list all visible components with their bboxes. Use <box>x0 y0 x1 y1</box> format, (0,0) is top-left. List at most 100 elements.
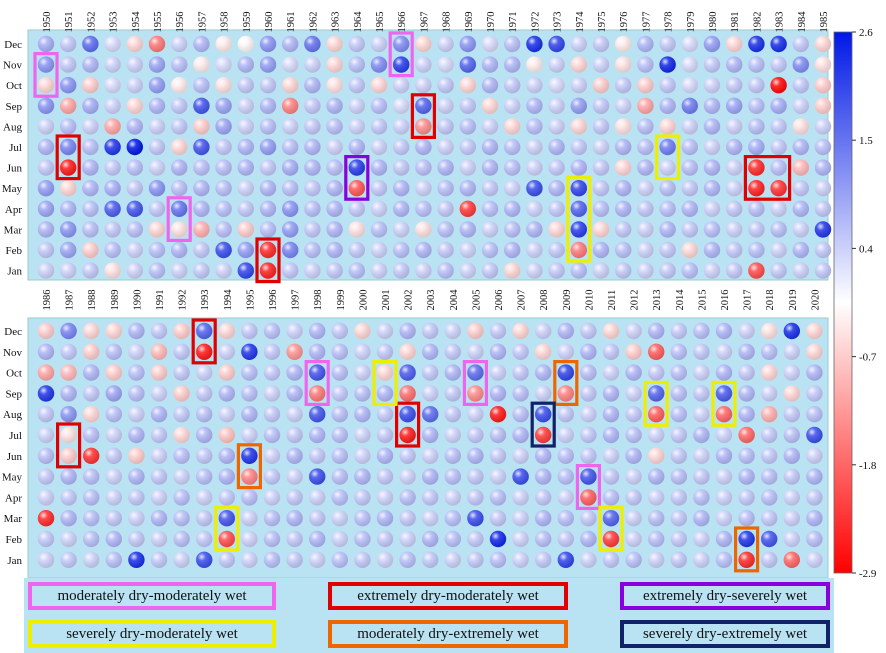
year-label: 1975 <box>597 12 608 33</box>
bubble-highlight <box>726 241 743 259</box>
highlight-box-mdmw <box>166 196 192 243</box>
bubble-highlight <box>481 138 499 156</box>
highlight-box-edmw <box>55 134 81 181</box>
bubble-highlight <box>126 241 143 259</box>
highlight-box-mdmw <box>388 31 414 78</box>
bubble-highlight <box>557 530 574 548</box>
bubble-highlight <box>171 221 188 238</box>
bubble-highlight <box>331 406 348 423</box>
bubble-highlight <box>570 56 587 73</box>
bubble-highlight <box>814 97 832 115</box>
bubble-highlight <box>467 489 484 506</box>
bubble-highlight <box>196 322 213 340</box>
highlight-box-mdmw <box>575 464 602 511</box>
bubble-highlight <box>648 530 665 548</box>
bubble-highlight <box>241 551 258 568</box>
bubble-highlight <box>726 35 743 53</box>
bubble-highlight <box>237 159 254 176</box>
bubble-highlight <box>259 221 277 238</box>
bubble-highlight <box>126 180 143 197</box>
bubble-highlight <box>444 343 461 360</box>
bubble-highlight <box>814 241 832 259</box>
bubble-highlight <box>748 159 765 176</box>
bubble-highlight <box>693 364 710 381</box>
month-label: May <box>2 472 23 484</box>
bubble-highlight <box>282 262 299 279</box>
bubble-highlight <box>259 97 277 115</box>
bubble-highlight <box>615 159 632 176</box>
bubble-highlight <box>215 138 232 156</box>
year-label: 2014 <box>675 289 686 311</box>
bubble-highlight <box>376 530 394 548</box>
bubble-highlight <box>422 510 439 527</box>
bubble-highlight <box>331 343 348 360</box>
bubble-highlight <box>326 180 343 197</box>
year-label: 2019 <box>788 290 799 311</box>
bubble-highlight <box>370 262 388 279</box>
bubble-highlight <box>648 551 665 568</box>
bubble-highlight <box>761 530 778 548</box>
bubble-highlight <box>770 77 787 94</box>
bubble-highlight <box>681 77 698 94</box>
bubble-highlight <box>415 221 432 238</box>
bubble-highlight <box>422 426 439 444</box>
bubble-highlight <box>348 118 365 135</box>
bubble-highlight <box>331 447 348 464</box>
bubble-highlight <box>37 200 55 217</box>
bubble-highlight <box>806 426 823 444</box>
bubble-highlight <box>348 241 365 259</box>
bubble-highlight <box>286 530 303 548</box>
bubble-highlight <box>422 385 439 402</box>
bubble-highlight <box>282 118 299 135</box>
bubble-highlight <box>59 180 77 197</box>
year-label: 1955 <box>153 12 164 33</box>
bubble-highlight <box>738 447 755 464</box>
bubble-highlight <box>37 77 55 94</box>
bubble-highlight <box>512 385 529 402</box>
bubble-highlight <box>241 322 258 340</box>
bubble-highlight <box>150 551 168 568</box>
bubble-highlight <box>193 97 210 115</box>
year-label: 1956 <box>175 12 186 33</box>
bubble-highlight <box>304 118 321 135</box>
bubble-highlight <box>196 551 213 568</box>
bubble-highlight <box>526 56 543 73</box>
bubble-highlight <box>376 322 394 340</box>
bubble-highlight <box>82 221 99 238</box>
bubble-highlight <box>535 510 552 527</box>
bubble-highlight <box>173 322 190 340</box>
bubble-highlight <box>625 447 642 464</box>
bubble-highlight <box>83 364 100 381</box>
bubble-highlight <box>615 221 632 238</box>
bubble-highlight <box>370 159 388 176</box>
bubble-highlight <box>309 510 326 527</box>
bubble-highlight <box>60 406 77 423</box>
bubble-highlight <box>326 97 343 115</box>
bubble-highlight <box>693 343 710 360</box>
bubble-highlight <box>193 35 210 53</box>
bubble-highlight <box>625 385 642 402</box>
bubble-highlight <box>512 364 529 381</box>
bubble-highlight <box>615 77 632 94</box>
bubble-highlight <box>105 468 123 485</box>
year-label: 2006 <box>494 290 505 311</box>
bubble-highlight <box>171 56 188 73</box>
bubble-highlight <box>592 200 610 217</box>
bubble-highlight <box>806 447 823 464</box>
bubble-highlight <box>241 426 258 444</box>
bubble-highlight <box>148 221 166 238</box>
bubble-highlight <box>331 530 348 548</box>
bubble-highlight <box>348 56 365 73</box>
bubble-highlight <box>637 180 654 197</box>
year-label: 1999 <box>336 290 347 311</box>
bubble-highlight <box>648 406 665 423</box>
bubble-highlight <box>548 56 565 73</box>
bubble-highlight <box>326 221 343 238</box>
bubble-highlight <box>535 447 552 464</box>
bubble-highlight <box>703 118 721 135</box>
bubble-highlight <box>467 530 484 548</box>
bubble-highlight <box>806 364 823 381</box>
bubble-highlight <box>437 35 454 53</box>
bubble-highlight <box>615 241 632 259</box>
bubble-highlight <box>489 489 507 506</box>
